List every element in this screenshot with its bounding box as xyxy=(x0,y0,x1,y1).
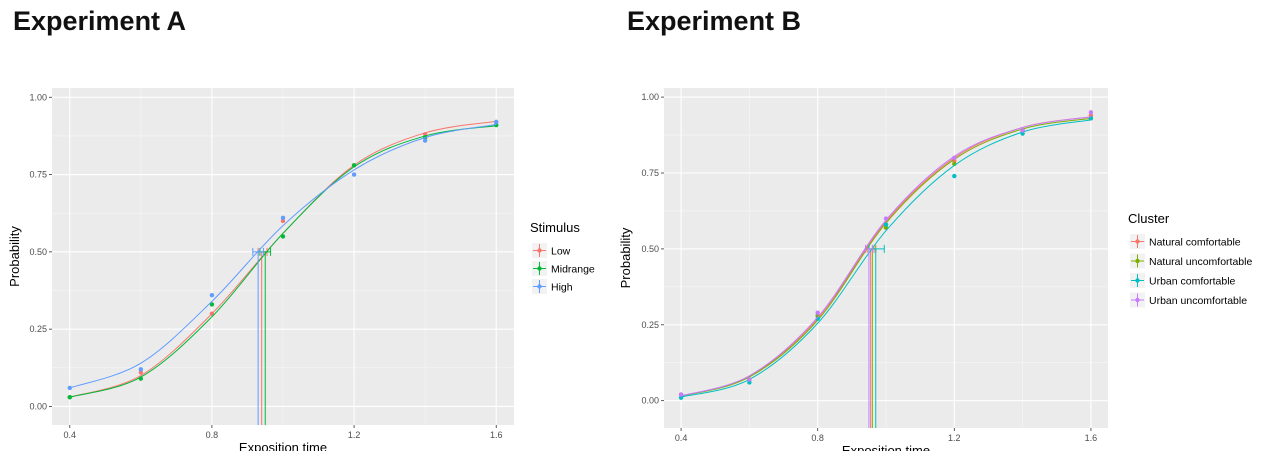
chart-0-series-low-point xyxy=(280,218,286,224)
chart-1-legend-label-natural-comfortable: Natural comfortable xyxy=(1149,237,1241,249)
chart-1-series-urban-comfortable-point xyxy=(952,173,957,179)
chart-1-series-urban-uncomfortable-point xyxy=(883,216,889,221)
chart-0-legend-title: Stimulus xyxy=(530,220,580,235)
chart-1-series-urban-uncomfortable-point xyxy=(747,377,752,382)
chart-1-x-tick-label: 0.8 xyxy=(811,433,824,443)
chart-1-y-axis-title: Probability xyxy=(618,227,633,288)
chart-0-legend-label-high: High xyxy=(551,282,573,294)
chart-1-series-urban-comfortable-point xyxy=(815,316,820,321)
chart-0-series-high-point xyxy=(280,215,286,221)
chart-1-legend-key-point xyxy=(1135,258,1140,264)
chart-1-series-urban-uncomfortable-point xyxy=(815,310,820,315)
chart-0-y-axis-title: Probability xyxy=(7,226,22,287)
chart-1-legend-key-point xyxy=(1135,297,1140,303)
chart-0-series-low-point xyxy=(138,370,144,375)
chart-0-y-tick-label: 1.00 xyxy=(29,92,47,102)
chart-1-series-natural-comfortable-point xyxy=(1088,113,1094,118)
chart-0-legend-key-point xyxy=(537,248,542,253)
chart-0-series-midrange-point xyxy=(138,376,144,381)
chart-1-series-urban-comfortable-point xyxy=(747,380,752,385)
chart-0-series-high-point xyxy=(138,367,144,372)
chart-1-legend-key-point xyxy=(1135,239,1140,244)
chart-0-series-low-point xyxy=(209,311,215,316)
chart-0-x-tick-label: 1.6 xyxy=(490,430,503,440)
chart-1-y-tick-label: 0.50 xyxy=(641,244,659,254)
chart-title-experiment-a: Experiment A xyxy=(13,6,187,36)
chart-1-legend-label-urban-uncomfortable: Urban uncomfortable xyxy=(1149,295,1247,307)
chart-1-legend: Cluster Natural comfortable Natural uncomf… xyxy=(1128,211,1252,308)
chart-0-legend-label-midrange: Midrange xyxy=(551,264,595,276)
chart-0-y-tick-label: 0.75 xyxy=(29,170,47,180)
chart-0-series-high-fit-line xyxy=(69,123,497,389)
chart-1-series-urban-comfortable-point xyxy=(678,395,684,400)
chart-1-data-layer xyxy=(678,110,1094,428)
chart-0-series-high-point xyxy=(209,292,215,298)
chart-0-series-midrange-point xyxy=(351,163,357,168)
chart-1-x-tick-label: 0.4 xyxy=(675,433,688,443)
chart-0-y-tick-label: 0.00 xyxy=(29,401,47,411)
chart-1-y-tick-label: 0.75 xyxy=(641,168,659,178)
chart-1-y-tick-label: 1.00 xyxy=(641,92,659,102)
chart-1-series-natural-uncomfortable-point xyxy=(815,313,820,318)
chart-0-series-midrange-point xyxy=(280,234,286,239)
chart-0-y-tick-label: 0.50 xyxy=(29,247,47,257)
chart-1-x-tick-label: 1.6 xyxy=(1085,433,1098,443)
chart-0-x-axis-title: Exposition time xyxy=(239,440,327,451)
chart-1-series-urban-uncomfortable-point xyxy=(952,155,957,161)
chart-0-x-tick-label: 0.8 xyxy=(206,430,219,440)
chart-0-series-midrange-point xyxy=(209,302,215,307)
chart-1-y-tick-label: 0.00 xyxy=(641,396,659,406)
chart-0-legend-key-point xyxy=(537,266,542,271)
chart-0-series-high-point xyxy=(351,172,357,177)
chart-0-series-midrange-point xyxy=(67,394,72,400)
chart-0-data-layer xyxy=(67,119,499,425)
chart-1-legend-label-natural-uncomfortable: Natural uncomfortable xyxy=(1149,256,1252,268)
chart-experiment-a: 0.4 0.8 1.2 1.6 0.00 0.25 0.50 0.75 1.00 Expositi… xyxy=(7,88,595,451)
chart-1-series-urban-comfortable-point xyxy=(883,222,889,227)
chart-0-legend-key-point xyxy=(537,284,542,289)
chart-1-series-urban-uncomfortable-point xyxy=(1088,110,1094,115)
chart-0-series-high-point xyxy=(67,385,72,391)
chart-0-x-tick-label: 0.4 xyxy=(64,430,77,440)
chart-0-y-tick-label: 0.25 xyxy=(29,324,47,334)
chart-1-legend-title: Cluster xyxy=(1128,211,1170,226)
chart-0-x-tick-label: 1.2 xyxy=(348,430,361,440)
chart-1-series-urban-comfortable-point xyxy=(1020,131,1025,136)
chart-title-experiment-b: Experiment B xyxy=(627,6,802,36)
chart-0-series-high-point xyxy=(422,138,428,143)
chart-1-series-urban-uncomfortable-point xyxy=(1020,128,1025,133)
chart-1-y-tick-label: 0.25 xyxy=(641,320,659,330)
chart-1-series-urban-uncomfortable-point xyxy=(678,392,684,397)
chart-0-series-high-point xyxy=(494,119,499,125)
chart-0-legend: Stimulus Low Midrange High xyxy=(530,220,595,294)
chart-1-x-tick-label: 1.2 xyxy=(948,433,961,443)
chart-0-legend-label-low: Low xyxy=(551,246,571,258)
chart-0-series-midrange-point xyxy=(494,122,499,128)
chart-1-x-axis-title: Exposition time xyxy=(842,443,930,451)
chart-1-legend-key-point xyxy=(1135,278,1140,283)
chart-1-legend-label-urban-comfortable: Urban comfortable xyxy=(1149,276,1236,288)
